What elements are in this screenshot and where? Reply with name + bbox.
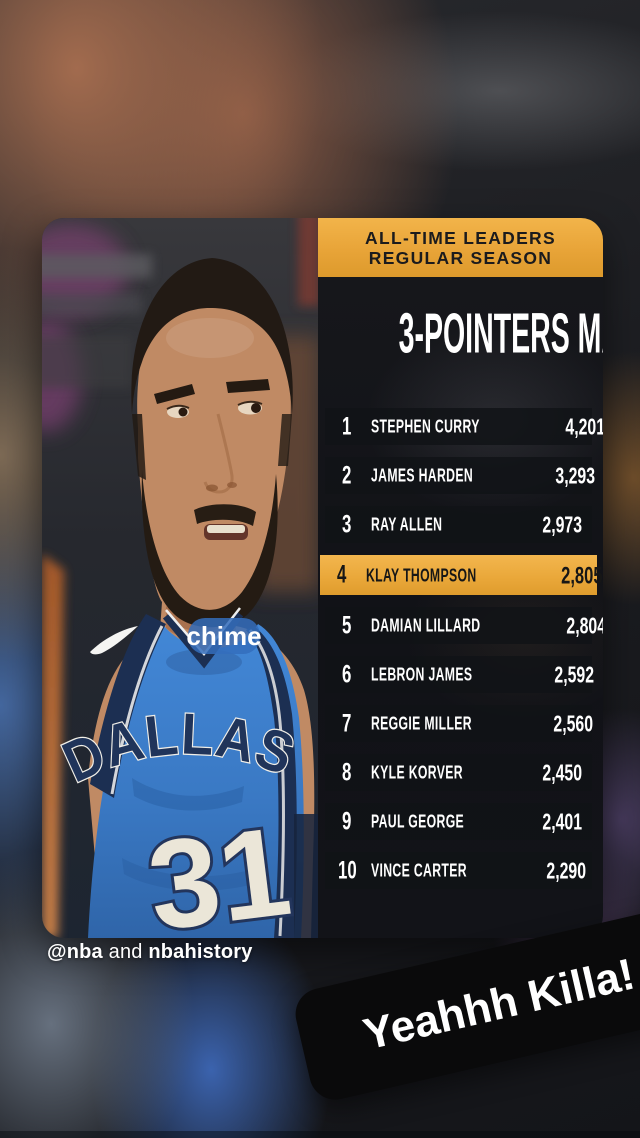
player-name: LEBRON JAMES xyxy=(371,663,473,685)
leaders-header: ALL-TIME LEADERS REGULAR SEASON xyxy=(318,218,603,277)
leaderboard-row: 10 VINCE CARTER 2,290 xyxy=(325,852,592,889)
nike-swoosh-icon xyxy=(90,626,138,655)
leaderboard-row: 8 KYLE KORVER 2,450 xyxy=(325,754,592,791)
leaderboard-panel: ALL-TIME LEADERS REGULAR SEASON 3-POINTE… xyxy=(318,218,603,938)
leaderboard-row: 5 DAMIAN LILLARD 2,804 xyxy=(325,607,603,644)
leaderboard-row: 2 JAMES HARDEN 3,293 xyxy=(325,457,596,494)
stat-value: 2,804 xyxy=(566,611,603,639)
stat-value: 2,973 xyxy=(542,510,582,538)
stat-value: 2,290 xyxy=(546,856,587,884)
jersey xyxy=(88,624,304,938)
rank: 4 xyxy=(337,560,347,589)
hair xyxy=(131,258,293,414)
eyebrow-left xyxy=(154,384,195,404)
arena-floor xyxy=(42,554,64,938)
player-name: VINCE CARTER xyxy=(371,859,467,881)
stat-value: 4,201 xyxy=(565,412,603,440)
leaderboard-row: 7 REGGIE MILLER 2,560 xyxy=(325,705,594,742)
leaderboard: 1 STEPHEN CURRY 4,201 2 JAMES HARDEN 3,2… xyxy=(320,408,603,889)
eyebrow-right xyxy=(226,379,270,393)
mention-nba[interactable]: @nba xyxy=(47,941,103,963)
jersey-number: 31 xyxy=(141,800,297,938)
klay-thompson-photo: chime DALLAS 31 xyxy=(42,218,318,938)
rank: 7 xyxy=(342,708,352,738)
header-line-2: REGULAR SEASON xyxy=(368,247,553,268)
stat-value: 2,805 xyxy=(561,560,603,589)
leaderboard-row-highlighted: 4 KLAY THOMPSON 2,805 xyxy=(320,555,603,595)
stat-value: 2,560 xyxy=(553,709,594,737)
leaderboard-row: 3 RAY ALLEN 2,973 xyxy=(325,506,592,543)
rank: 3 xyxy=(342,509,352,539)
stat-value: 2,450 xyxy=(542,758,582,786)
player-name: PAUL GEORGE xyxy=(371,810,465,832)
leaderboard-row: 9 PAUL GEORGE 2,401 xyxy=(325,803,592,840)
chime-logo-pill xyxy=(188,618,260,654)
chime-logo: chime xyxy=(186,621,261,651)
player-name: KLAY THOMPSON xyxy=(366,563,477,585)
player-name: STEPHEN CURRY xyxy=(371,415,480,437)
rank: 10 xyxy=(337,855,357,885)
rank: 5 xyxy=(342,610,352,640)
mention-text[interactable]: @nba and nbahistory xyxy=(47,941,253,964)
stat-card: chime DALLAS 31 ALL-TIME LEADERS REGULAR… xyxy=(42,218,603,938)
eye-left xyxy=(178,407,188,417)
leaderboard-row: 6 LEBRON JAMES 2,592 xyxy=(325,656,595,693)
leaderboard-row: 1 STEPHEN CURRY 4,201 xyxy=(325,408,603,445)
rank: 6 xyxy=(342,659,352,689)
mention-and: and xyxy=(102,941,149,963)
rank: 1 xyxy=(342,411,352,441)
rank: 9 xyxy=(342,806,352,836)
player-name: DAMIAN LILLARD xyxy=(371,614,481,636)
rank: 2 xyxy=(342,460,352,490)
stat-value: 3,293 xyxy=(555,461,596,489)
player-name: JAMES HARDEN xyxy=(371,464,474,486)
player-illustration: chime DALLAS 31 xyxy=(42,218,318,938)
player-name: KYLE KORVER xyxy=(371,761,463,783)
mustache xyxy=(194,504,256,526)
player-name: REGGIE MILLER xyxy=(371,712,472,734)
stat-value: 2,401 xyxy=(542,807,582,835)
stat-title: 3-POINTERS MADE xyxy=(398,301,603,365)
eye-right xyxy=(251,403,261,413)
rank: 8 xyxy=(342,757,352,787)
stat-value: 2,592 xyxy=(554,660,595,688)
mention-nbahistory[interactable]: nbahistory xyxy=(148,941,253,963)
player-name: RAY ALLEN xyxy=(371,513,443,535)
bottom-shade xyxy=(0,1131,640,1138)
header-line-1: ALL-TIME LEADERS xyxy=(365,227,556,248)
